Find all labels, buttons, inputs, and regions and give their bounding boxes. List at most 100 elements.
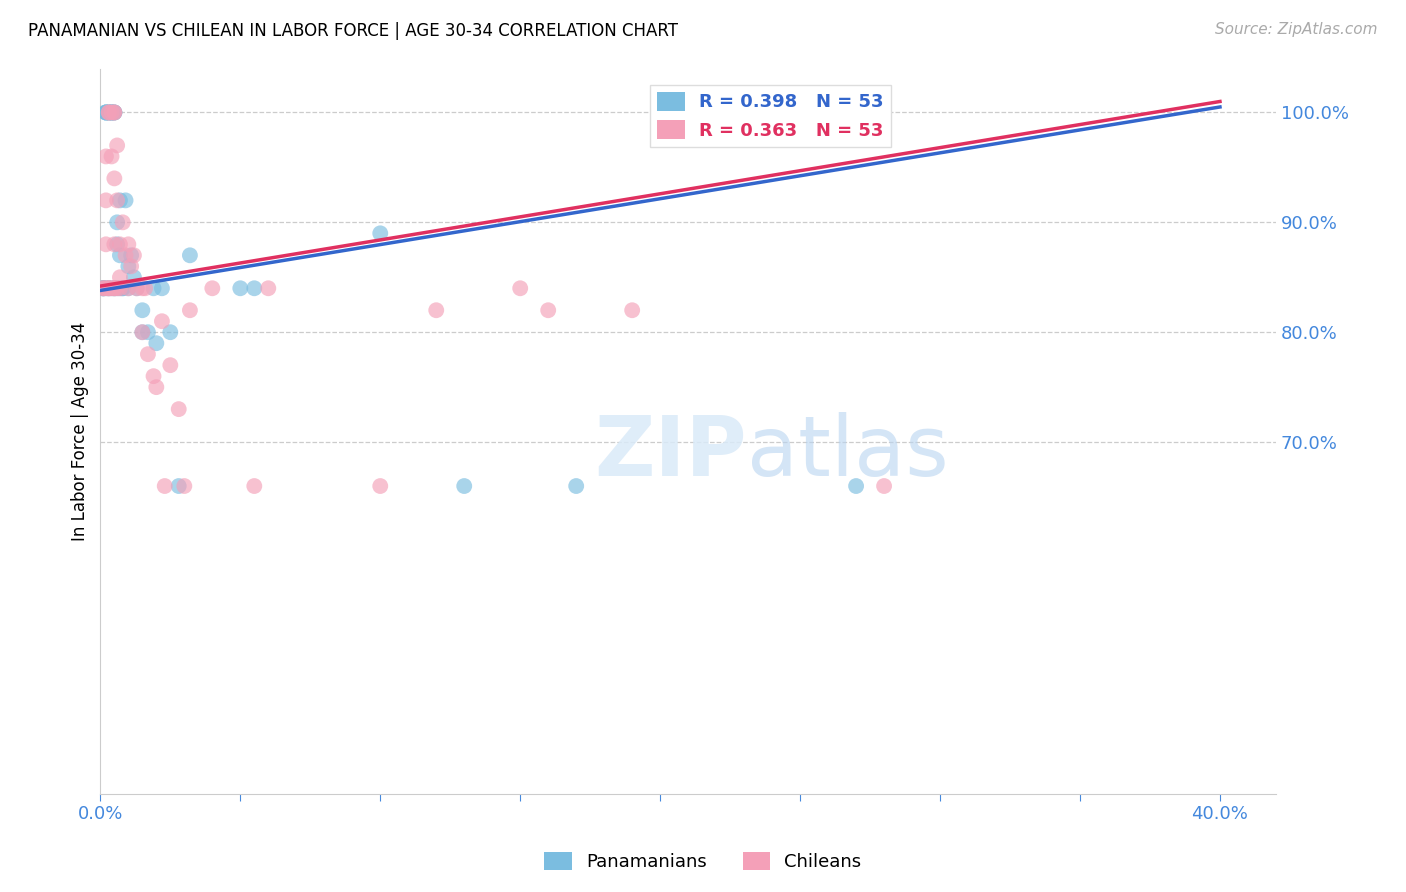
Point	[179, 248, 201, 262]
Text: atlas: atlas	[747, 412, 949, 493]
Point	[103, 171, 125, 186]
Point	[105, 237, 128, 252]
Point	[145, 380, 167, 394]
Point	[117, 237, 139, 252]
Point	[100, 105, 122, 120]
Point	[100, 105, 122, 120]
Point	[91, 281, 114, 295]
Point	[136, 325, 159, 339]
Point	[105, 194, 128, 208]
Point	[229, 281, 252, 295]
Point	[142, 281, 165, 295]
Point	[257, 281, 280, 295]
Point	[565, 479, 588, 493]
Point	[108, 270, 131, 285]
Point	[159, 325, 181, 339]
Point	[94, 194, 117, 208]
Point	[103, 281, 125, 295]
Point	[145, 336, 167, 351]
Point	[91, 281, 114, 295]
Point	[103, 105, 125, 120]
Point	[100, 105, 122, 120]
Point	[94, 281, 117, 295]
Point	[103, 281, 125, 295]
Point	[94, 281, 117, 295]
Point	[91, 281, 114, 295]
Point	[453, 479, 475, 493]
Point	[94, 149, 117, 163]
Point	[368, 479, 391, 493]
Point	[103, 105, 125, 120]
Point	[167, 402, 190, 417]
Point	[108, 281, 131, 295]
Point	[131, 303, 153, 318]
Point	[97, 105, 120, 120]
Point	[108, 281, 131, 295]
Point	[201, 281, 224, 295]
Point	[105, 281, 128, 295]
Point	[243, 479, 266, 493]
Point	[425, 303, 447, 318]
Point	[100, 149, 122, 163]
Point	[91, 281, 114, 295]
Legend: R = 0.398   N = 53, R = 0.363   N = 53: R = 0.398 N = 53, R = 0.363 N = 53	[650, 85, 891, 147]
Point	[122, 248, 145, 262]
Point	[94, 237, 117, 252]
Text: ZIP: ZIP	[595, 412, 747, 493]
Point	[94, 105, 117, 120]
Point	[114, 248, 136, 262]
Point	[131, 281, 153, 295]
Point	[136, 347, 159, 361]
Point	[509, 281, 531, 295]
Point	[97, 281, 120, 295]
Point	[621, 303, 644, 318]
Point	[122, 270, 145, 285]
Point	[97, 281, 120, 295]
Point	[91, 281, 114, 295]
Point	[134, 281, 156, 295]
Point	[103, 281, 125, 295]
Point	[173, 479, 195, 493]
Point	[117, 281, 139, 295]
Point	[100, 105, 122, 120]
Point	[125, 281, 148, 295]
Point	[97, 281, 120, 295]
Point	[91, 281, 114, 295]
Point	[97, 105, 120, 120]
Point	[179, 303, 201, 318]
Point	[153, 479, 176, 493]
Point	[111, 215, 134, 229]
Y-axis label: In Labor Force | Age 30-34: In Labor Force | Age 30-34	[72, 321, 89, 541]
Point	[117, 260, 139, 274]
Point	[845, 479, 868, 493]
Point	[368, 227, 391, 241]
Point	[103, 105, 125, 120]
Point	[103, 237, 125, 252]
Point	[103, 105, 125, 120]
Point	[131, 325, 153, 339]
Point	[105, 281, 128, 295]
Point	[105, 138, 128, 153]
Point	[167, 479, 190, 493]
Point	[105, 215, 128, 229]
Point	[100, 281, 122, 295]
Point	[125, 281, 148, 295]
Point	[94, 105, 117, 120]
Point	[108, 237, 131, 252]
Point	[159, 358, 181, 372]
Point	[114, 194, 136, 208]
Text: PANAMANIAN VS CHILEAN IN LABOR FORCE | AGE 30-34 CORRELATION CHART: PANAMANIAN VS CHILEAN IN LABOR FORCE | A…	[28, 22, 678, 40]
Point	[94, 105, 117, 120]
Point	[120, 260, 142, 274]
Point	[873, 479, 896, 493]
Point	[150, 281, 173, 295]
Point	[150, 314, 173, 328]
Point	[97, 281, 120, 295]
Point	[243, 281, 266, 295]
Text: Source: ZipAtlas.com: Source: ZipAtlas.com	[1215, 22, 1378, 37]
Point	[100, 105, 122, 120]
Point	[142, 369, 165, 384]
Point	[131, 325, 153, 339]
Point	[97, 105, 120, 120]
Point	[111, 281, 134, 295]
